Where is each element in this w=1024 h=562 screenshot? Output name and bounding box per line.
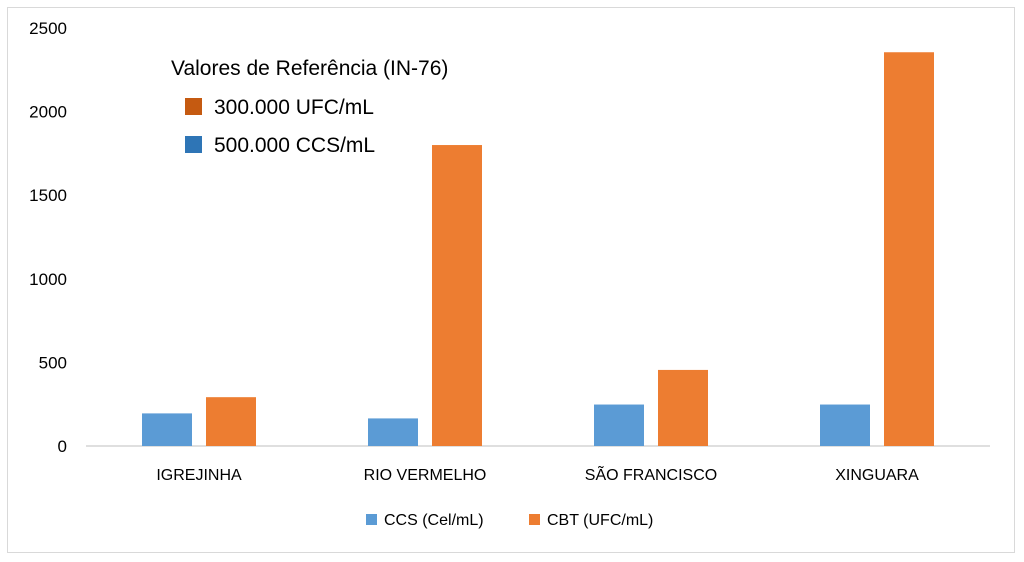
reference-annotation: Valores de Referência (IN-76) 300.000 UF… — [171, 57, 448, 157]
reference-title: Valores de Referência (IN-76) — [171, 57, 448, 80]
y-tick-label: 0 — [58, 437, 67, 456]
bar-ccs — [368, 418, 418, 446]
y-axis: 0 500 1000 1500 2000 2500 — [29, 19, 67, 456]
category-labels: IGREJINHA RIO VERMELHO SÃO FRANCISCO XINGUA… — [156, 464, 919, 484]
y-tick-label: 1000 — [29, 270, 67, 289]
chart-frame — [7, 7, 1015, 553]
bar-ccs — [142, 413, 192, 446]
reference-label-ccs: 500.000 CCS/mL — [214, 134, 375, 157]
y-tick-label: 2500 — [29, 19, 67, 38]
bar-cbt — [658, 369, 708, 446]
x-tick-label: XINGUARA — [835, 467, 919, 484]
legend: CCS (Cel/mL) CBT (UFC/mL) — [366, 512, 653, 529]
reference-swatch-ufc — [185, 98, 202, 115]
legend-label-cbt: CBT (UFC/mL) — [547, 512, 653, 529]
bar-ccs — [594, 404, 644, 446]
legend-label-ccs: CCS (Cel/mL) — [384, 512, 484, 529]
y-tick-label: 500 — [39, 353, 67, 372]
legend-swatch-ccs — [366, 514, 377, 525]
bar-cbt — [206, 397, 256, 446]
x-tick-label: IGREJINHA — [156, 467, 242, 484]
legend-swatch-cbt — [529, 514, 540, 525]
x-tick-label: SÃO FRANCISCO — [585, 464, 717, 484]
reference-swatch-ccs — [185, 136, 202, 153]
bar-cbt — [432, 145, 482, 447]
y-tick-label: 2000 — [29, 103, 67, 122]
y-tick-label: 1500 — [29, 186, 67, 205]
x-tick-label: RIO VERMELHO — [364, 467, 487, 484]
bars — [142, 52, 934, 447]
bar-ccs — [820, 404, 870, 446]
reference-label-ufc: 300.000 UFC/mL — [214, 96, 374, 119]
bar-cbt — [884, 52, 934, 447]
